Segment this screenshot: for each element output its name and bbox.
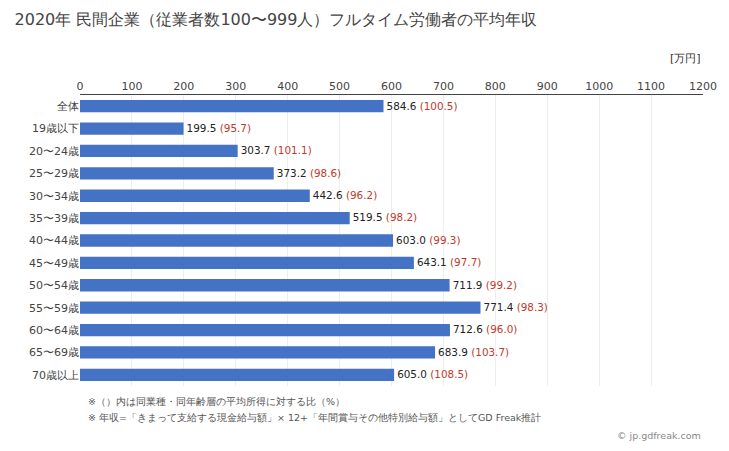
svg-text:100: 100 — [121, 80, 142, 93]
svg-text:※ 年収=「きまって支給する現金給与額」× 12+「年間賞与: ※ 年収=「きまって支給する現金給与額」× 12+「年間賞与その他特別給与額」と… — [88, 412, 541, 423]
svg-text:2020年 民間企業（従業者数100〜999人）フルタイム労: 2020年 民間企業（従業者数100〜999人）フルタイム労働者の平均年収 — [15, 10, 538, 29]
svg-text:711.9 (99.2): 711.9 (99.2) — [453, 279, 517, 291]
svg-text:35〜39歳: 35〜39歳 — [29, 212, 79, 225]
svg-text:303.7 (101.1): 303.7 (101.1) — [241, 144, 312, 156]
svg-text:605.0 (108.5): 605.0 (108.5) — [397, 368, 468, 380]
svg-text:40〜44歳: 40〜44歳 — [29, 234, 79, 247]
svg-text:1000: 1000 — [585, 80, 613, 93]
svg-text:199.5 (95.7): 199.5 (95.7) — [187, 122, 251, 134]
svg-text:603.0 (99.3): 603.0 (99.3) — [396, 234, 460, 246]
svg-text:500: 500 — [329, 80, 350, 93]
svg-text:200: 200 — [173, 80, 194, 93]
svg-text:0: 0 — [77, 80, 84, 93]
svg-text:70歳以上: 70歳以上 — [32, 369, 79, 382]
svg-text:1100: 1100 — [637, 80, 665, 93]
svg-text:65〜69歳: 65〜69歳 — [29, 346, 79, 359]
svg-text:25〜29歳: 25〜29歳 — [29, 167, 79, 180]
svg-text:584.6 (100.5): 584.6 (100.5) — [387, 100, 458, 112]
svg-text:771.4 (98.3): 771.4 (98.3) — [484, 301, 548, 313]
svg-text:30〜34歳: 30〜34歳 — [29, 190, 79, 203]
svg-text:50〜54歳: 50〜54歳 — [29, 279, 79, 292]
svg-text:45〜49歳: 45〜49歳 — [29, 257, 79, 270]
svg-text:442.6 (96.2): 442.6 (96.2) — [313, 189, 377, 201]
svg-text:1200: 1200 — [689, 80, 717, 93]
svg-text:700: 700 — [433, 80, 454, 93]
svg-text:643.1 (97.7): 643.1 (97.7) — [417, 256, 481, 268]
svg-text:519.5 (98.2): 519.5 (98.2) — [353, 211, 417, 223]
svg-text:600: 600 — [381, 80, 402, 93]
svg-text:800: 800 — [485, 80, 506, 93]
svg-text:712.6 (96.0): 712.6 (96.0) — [453, 323, 517, 335]
svg-text:19歳以下: 19歳以下 — [32, 122, 79, 135]
svg-text:© jp.gdfreak.com: © jp.gdfreak.com — [617, 430, 701, 441]
svg-text:900: 900 — [537, 80, 558, 93]
svg-text:※（）内は同業種・同年齢層の平均所得に対する比（%）: ※（）内は同業種・同年齢層の平均所得に対する比（%） — [88, 396, 345, 407]
svg-text:60〜64歳: 60〜64歳 — [29, 324, 79, 337]
svg-text:20〜24歳: 20〜24歳 — [29, 145, 79, 158]
svg-text:全体: 全体 — [57, 100, 79, 113]
svg-text:683.9 (103.7): 683.9 (103.7) — [438, 346, 509, 358]
svg-text:373.2 (98.6): 373.2 (98.6) — [277, 167, 341, 179]
svg-text:400: 400 — [277, 80, 298, 93]
svg-text:300: 300 — [225, 80, 246, 93]
svg-text:55〜59歳: 55〜59歳 — [29, 302, 79, 315]
svg-text:[万円]: [万円] — [670, 52, 701, 65]
